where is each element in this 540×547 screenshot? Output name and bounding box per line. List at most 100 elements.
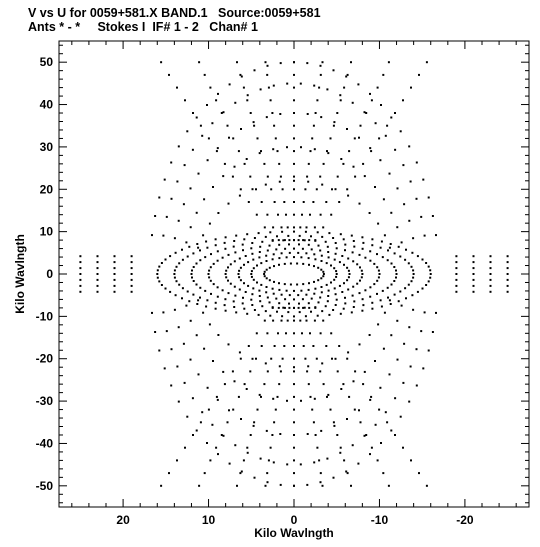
data-point: [130, 278, 133, 281]
data-point: [322, 270, 325, 273]
data-point: [177, 326, 180, 329]
data-point: [170, 384, 173, 387]
data-point: [223, 162, 226, 165]
data-point: [158, 265, 161, 268]
data-point: [353, 300, 356, 303]
data-point: [358, 343, 361, 346]
data-point: [282, 239, 285, 242]
data-point: [228, 83, 231, 86]
data-point: [369, 398, 372, 401]
data-point: [319, 332, 322, 335]
data-point: [265, 260, 268, 262]
data-point: [361, 309, 364, 312]
data-point: [247, 261, 250, 264]
data-point: [257, 313, 260, 316]
data-point: [330, 281, 332, 284]
data-point: [207, 273, 210, 275]
data-point: [278, 257, 281, 260]
data-point: [325, 345, 328, 347]
data-point: [336, 370, 339, 373]
data-point: [199, 249, 201, 252]
data-point: [258, 152, 261, 155]
data-point: [182, 203, 185, 206]
data-point: [151, 234, 153, 237]
data-point: [176, 180, 179, 183]
data-point: [335, 273, 338, 275]
data-point: [286, 463, 289, 466]
data-point: [472, 290, 475, 293]
data-point: [227, 202, 230, 205]
data-point: [306, 175, 309, 178]
data-point: [293, 332, 295, 335]
data-point: [370, 150, 373, 153]
data-point: [241, 302, 244, 305]
data-point: [352, 165, 355, 168]
data-point: [302, 345, 305, 347]
data-point: [233, 306, 236, 308]
data-point: [169, 290, 172, 293]
data-point: [393, 252, 396, 255]
data-point: [214, 238, 217, 241]
data-point: [293, 306, 295, 309]
data-point: [346, 357, 349, 360]
data-point: [239, 357, 242, 360]
data-point: [330, 264, 332, 267]
data-point: [236, 61, 238, 64]
data-point: [113, 278, 116, 281]
data-point: [332, 476, 335, 479]
data-point: [271, 306, 274, 309]
data-point: [332, 309, 335, 311]
data-point: [160, 284, 163, 286]
data-point: [226, 124, 229, 127]
data-point: [253, 124, 256, 127]
data-point: [163, 367, 166, 370]
data-point: [208, 323, 211, 326]
data-point: [278, 288, 281, 291]
x-axis-title: Kilo Wavlngth: [254, 526, 334, 540]
data-point: [351, 101, 354, 104]
data-point: [96, 261, 99, 264]
data-point: [160, 484, 163, 487]
data-point: [362, 241, 365, 244]
data-point: [346, 472, 349, 475]
data-point: [278, 162, 281, 165]
data-point: [233, 240, 236, 242]
data-point: [113, 284, 116, 287]
data-point: [386, 286, 389, 289]
data-point: [154, 331, 157, 333]
data-point: [186, 290, 189, 293]
data-point: [222, 434, 225, 437]
data-point: [227, 343, 230, 346]
data-point: [276, 310, 278, 313]
data-point: [418, 472, 420, 475]
data-point: [358, 136, 360, 139]
data-point: [257, 232, 260, 235]
data-point: [506, 267, 509, 270]
data-point: [378, 408, 381, 411]
data-point: [425, 61, 428, 64]
data-point: [327, 256, 330, 259]
data-point: [346, 266, 349, 269]
data-point: [265, 116, 268, 119]
data-point: [96, 267, 99, 270]
data-point: [376, 86, 379, 89]
data-point: [243, 263, 245, 266]
data-point: [249, 434, 252, 436]
data-point: [321, 310, 324, 313]
data-point: [260, 395, 262, 398]
data-point: [319, 175, 322, 178]
data-point: [251, 293, 254, 296]
data-point: [455, 261, 458, 264]
data-point: [361, 247, 364, 250]
data-point: [293, 459, 295, 462]
data-point: [185, 304, 188, 307]
data-point: [221, 289, 224, 292]
data-point: [211, 423, 214, 426]
data-point: [301, 332, 303, 335]
data-point: [293, 162, 295, 165]
data-point: [421, 287, 424, 290]
data-point: [369, 286, 372, 289]
x-tick-label: -10: [371, 513, 389, 527]
data-point: [348, 150, 351, 153]
data-point: [264, 484, 267, 487]
